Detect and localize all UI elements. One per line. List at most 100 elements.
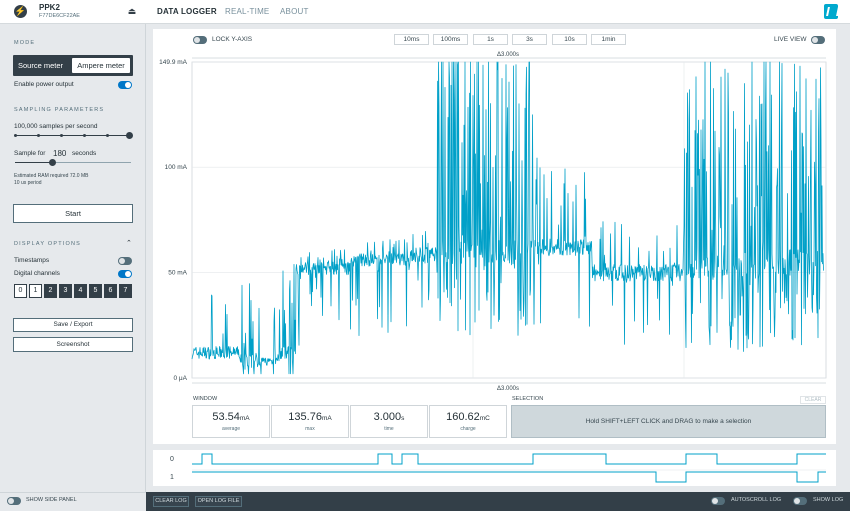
zoom-10s-button[interactable]: 10s bbox=[552, 34, 587, 45]
y-tick-label: 149.9 mA bbox=[159, 59, 187, 66]
source-meter-button[interactable]: Source meter bbox=[18, 61, 64, 70]
current-chart[interactable]: 149.9 mA 100 mA 50 mA 0 μA Δ3.000s Δ3.000s bbox=[0, 0, 850, 400]
stat-max-unit: mA bbox=[321, 415, 332, 422]
sample-for-input[interactable]: 180 bbox=[53, 149, 67, 158]
slider-tick bbox=[83, 134, 86, 137]
zoom-100ms-button[interactable]: 100ms bbox=[433, 34, 468, 45]
slider-tick bbox=[106, 134, 109, 137]
live-view-label: LIVE VIEW bbox=[774, 36, 807, 43]
duration-slider-handle[interactable] bbox=[49, 159, 56, 166]
show-log-label: SHOW LOG bbox=[813, 497, 844, 503]
device-serial[interactable]: F77DE6CF22AE bbox=[39, 13, 80, 19]
digital-channel-0-label: 0 bbox=[170, 456, 174, 463]
channel-7-checkbox[interactable]: 7 bbox=[119, 284, 132, 298]
tab-data-logger[interactable]: DATA LOGGER bbox=[157, 7, 217, 16]
clear-selection-button[interactable]: CLEAR bbox=[800, 396, 826, 404]
samples-per-second-label: 100,000 samples per second bbox=[14, 123, 98, 130]
timestamps-label: Timestamps bbox=[14, 257, 50, 264]
channel-6-checkbox[interactable]: 6 bbox=[104, 284, 117, 298]
timestamps-toggle[interactable] bbox=[118, 257, 132, 265]
selection-hint[interactable]: Hold SHIFT+LEFT CLICK and DRAG to make a… bbox=[511, 405, 826, 438]
digital-channel-1-label: 1 bbox=[170, 474, 174, 481]
samples-slider-handle[interactable] bbox=[126, 132, 133, 139]
y-tick-label: 100 mA bbox=[165, 164, 188, 171]
slider-tick bbox=[60, 134, 63, 137]
stat-max-label: max bbox=[305, 426, 315, 432]
sample-for-unit: seconds bbox=[72, 150, 97, 157]
channel-0-checkbox[interactable]: 0 bbox=[14, 284, 27, 298]
show-side-panel-label: SHOW SIDE PANEL bbox=[26, 497, 77, 503]
stat-charge: 160.62mC charge bbox=[429, 405, 507, 438]
sampling-title: SAMPLING PARAMETERS bbox=[14, 107, 105, 113]
slider-tick bbox=[37, 134, 40, 137]
stat-max: 135.76mA max bbox=[271, 405, 349, 438]
channel-5-checkbox[interactable]: 5 bbox=[89, 284, 102, 298]
stat-average-unit: mA bbox=[239, 415, 250, 422]
enable-power-label: Enable power output bbox=[14, 81, 74, 88]
current-trace bbox=[191, 61, 824, 375]
start-button[interactable]: Start bbox=[13, 204, 133, 223]
lock-y-axis-toggle[interactable] bbox=[193, 36, 207, 44]
zoom-1s-button[interactable]: 1s bbox=[473, 34, 508, 45]
stat-average-label: average bbox=[221, 426, 241, 432]
chart-panel bbox=[153, 29, 836, 444]
ram-note: Estimated RAM required 72.0 MB bbox=[14, 173, 89, 179]
show-log-toggle[interactable] bbox=[793, 497, 807, 505]
y-tick-label: 0 μA bbox=[173, 375, 187, 382]
zoom-1min-button[interactable]: 1min bbox=[591, 34, 626, 45]
channel-2-checkbox[interactable]: 2 bbox=[44, 284, 57, 298]
window-title: WINDOW bbox=[193, 396, 218, 402]
digital-channels-label: Digital channels bbox=[14, 270, 60, 277]
samples-slider-track[interactable] bbox=[15, 135, 129, 136]
top-bar: ⚡ PPK2 F77DE6CF22AE ⏏ DATA LOGGER REAL-T… bbox=[0, 0, 850, 24]
autoscroll-log-label: AUTOSCROLL LOG bbox=[731, 497, 782, 503]
sample-for-label: Sample for bbox=[14, 150, 46, 157]
period-note: 10 us period bbox=[14, 180, 42, 186]
open-log-file-button[interactable]: OPEN LOG FILE bbox=[195, 496, 242, 507]
selection-title: SELECTION bbox=[512, 396, 544, 402]
device-name[interactable]: PPK2 bbox=[39, 3, 60, 12]
enable-power-toggle[interactable] bbox=[118, 81, 132, 89]
tab-real-time[interactable]: REAL-TIME bbox=[225, 7, 270, 16]
ampere-meter-button[interactable]: Ampere meter bbox=[72, 58, 130, 73]
stat-time: 3.000s time bbox=[350, 405, 428, 438]
save-export-button[interactable]: Save / Export bbox=[13, 318, 133, 332]
screenshot-button[interactable]: Screenshot bbox=[13, 337, 133, 352]
zoom-10ms-button[interactable]: 10ms bbox=[394, 34, 429, 45]
show-side-panel-toggle[interactable] bbox=[7, 497, 21, 505]
delta-bottom-label: Δ3.000s bbox=[497, 386, 519, 392]
delta-top-label: Δ3.000s bbox=[497, 52, 519, 58]
clear-log-button[interactable]: CLEAR LOG bbox=[153, 496, 189, 507]
chevron-up-icon[interactable]: ⌃ bbox=[126, 240, 132, 247]
mode-title: MODE bbox=[14, 40, 36, 46]
stat-time-label: time bbox=[384, 426, 394, 432]
y-tick-label: 50 mA bbox=[168, 270, 187, 277]
lock-y-axis-label: LOCK Y-AXIS bbox=[212, 36, 253, 43]
mode-switch: Source meter Ampere meter bbox=[13, 55, 133, 76]
nordic-logo-icon bbox=[824, 4, 838, 19]
stat-charge-value: 160.62 bbox=[446, 411, 480, 423]
digital-channels-panel bbox=[153, 450, 836, 486]
tab-about[interactable]: ABOUT bbox=[280, 7, 309, 16]
stat-average: 53.54mA average bbox=[192, 405, 270, 438]
channel-4-checkbox[interactable]: 4 bbox=[74, 284, 87, 298]
duration-slider-track[interactable] bbox=[15, 162, 131, 163]
stat-charge-unit: mC bbox=[479, 415, 490, 422]
autoscroll-log-toggle[interactable] bbox=[711, 497, 725, 505]
side-panel-footer bbox=[0, 492, 146, 511]
live-view-toggle[interactable] bbox=[811, 36, 825, 44]
lightning-icon: ⚡ bbox=[14, 5, 27, 18]
eject-icon[interactable]: ⏏ bbox=[127, 6, 137, 16]
duration-slider-fill bbox=[15, 162, 53, 163]
digital-channels-toggle[interactable] bbox=[118, 270, 132, 278]
channel-3-checkbox[interactable]: 3 bbox=[59, 284, 72, 298]
display-options-title[interactable]: DISPLAY OPTIONS bbox=[14, 241, 82, 247]
slider-tick bbox=[14, 134, 17, 137]
channel-1-checkbox[interactable]: 1 bbox=[29, 284, 42, 298]
zoom-3s-button[interactable]: 3s bbox=[512, 34, 547, 45]
stat-time-value: 3.000 bbox=[373, 411, 402, 423]
stat-time-unit: s bbox=[401, 415, 405, 422]
stat-charge-label: charge bbox=[460, 426, 476, 432]
stat-max-value: 135.76 bbox=[288, 411, 322, 423]
stat-average-value: 53.54 bbox=[212, 411, 240, 423]
